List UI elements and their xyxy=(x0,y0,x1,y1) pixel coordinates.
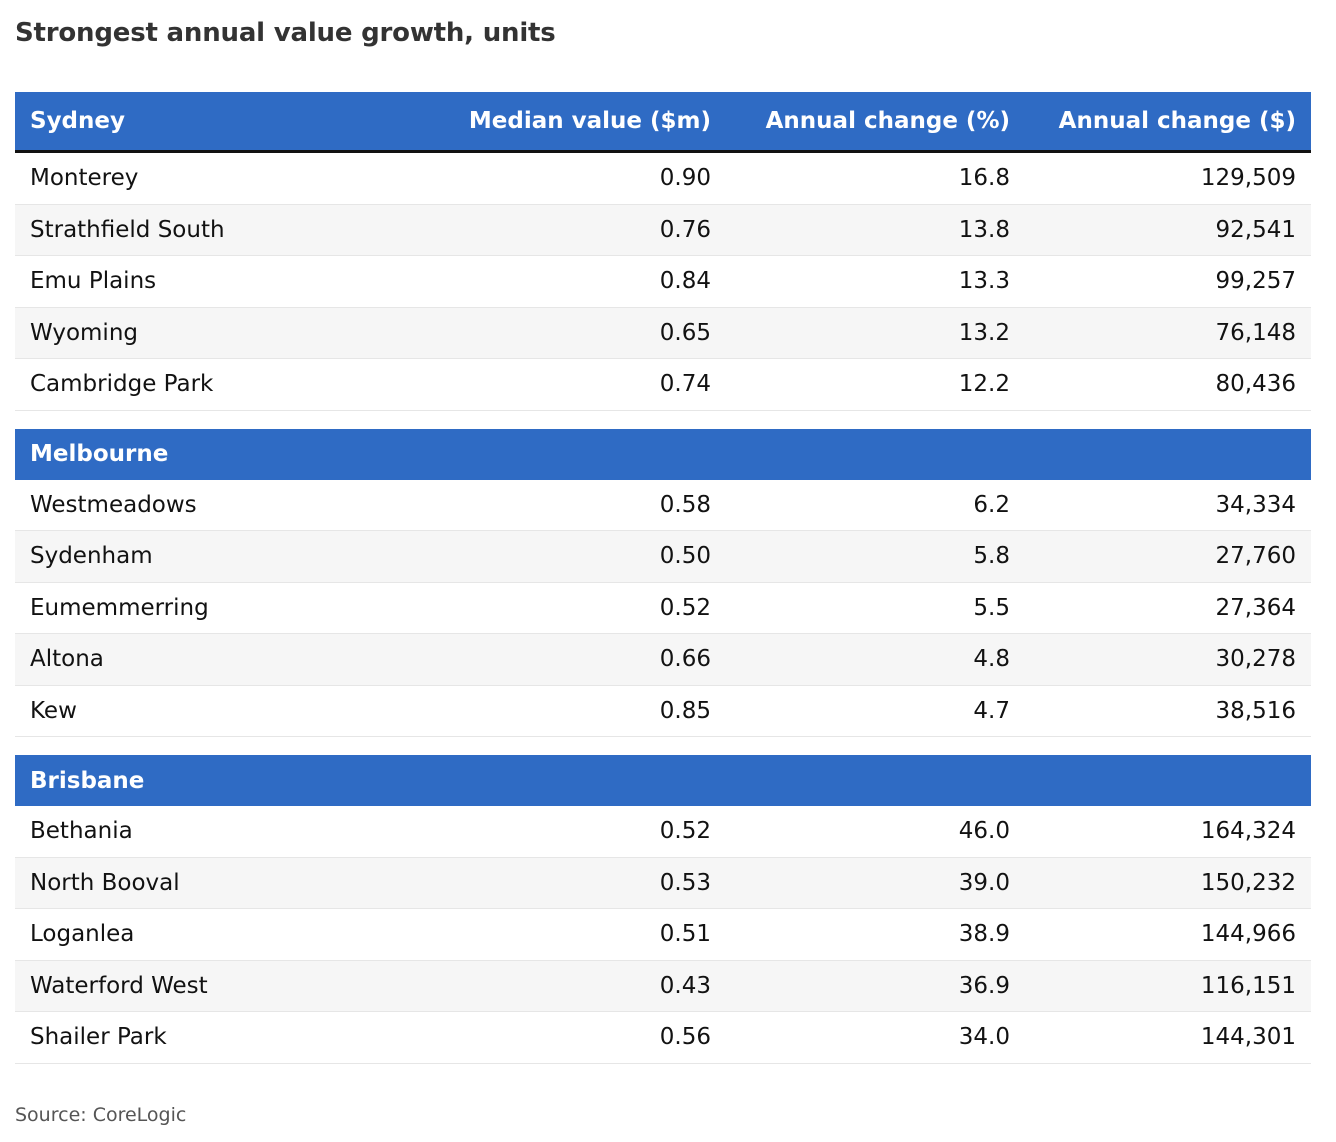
median-value-cell: 0.50 xyxy=(659,543,711,570)
suburb-cell: Strathfield South xyxy=(30,216,225,243)
annual-change-dollars-cell: 150,232 xyxy=(1200,869,1296,896)
suburb-cell: Emu Plains xyxy=(30,268,157,295)
annual-change-dollars-cell: 92,541 xyxy=(1215,216,1296,243)
table-row: Monterey 0.90 16.8 129,509 xyxy=(15,153,1311,205)
section-melbourne: Melbourne xyxy=(15,428,1311,480)
annual-change-pct-cell: 13.2 xyxy=(958,319,1010,346)
suburb-cell: Westmeadows xyxy=(30,491,197,518)
median-value-cell: 0.56 xyxy=(659,1024,711,1051)
suburb-cell: Loganlea xyxy=(30,921,135,948)
suburb-cell: Bethania xyxy=(30,818,133,845)
annual-change-pct-cell: 13.3 xyxy=(958,268,1010,295)
annual-change-pct-cell: 34.0 xyxy=(958,1024,1010,1051)
table-title: Strongest annual value growth, units xyxy=(15,18,556,48)
annual-change-pct-cell: 46.0 xyxy=(958,818,1010,845)
header-median-value: Median value ($m) xyxy=(468,108,711,134)
suburb-cell: Kew xyxy=(30,697,77,724)
suburb-cell: North Booval xyxy=(30,869,180,896)
suburb-cell: Wyoming xyxy=(30,319,138,346)
annual-change-dollars-cell: 144,966 xyxy=(1200,921,1296,948)
annual-change-pct-cell: 39.0 xyxy=(958,869,1010,896)
annual-change-dollars-cell: 34,334 xyxy=(1215,491,1296,518)
annual-change-pct-cell: 13.8 xyxy=(958,216,1010,243)
median-value-cell: 0.90 xyxy=(659,165,711,192)
annual-change-pct-cell: 6.2 xyxy=(973,491,1010,518)
suburb-cell: Waterford West xyxy=(30,972,208,999)
annual-change-pct-cell: 16.8 xyxy=(958,165,1010,192)
table-row: Waterford West 0.43 36.9 116,151 xyxy=(15,960,1311,1012)
median-value-cell: 0.66 xyxy=(659,646,711,673)
table-row: Emu Plains 0.84 13.3 99,257 xyxy=(15,256,1311,308)
table-row: North Booval 0.53 39.0 150,232 xyxy=(15,857,1311,909)
table-row: Eumemmerring 0.52 5.5 27,364 xyxy=(15,582,1311,634)
annual-change-pct-cell: 5.5 xyxy=(973,594,1010,621)
median-value-cell: 0.43 xyxy=(659,972,711,999)
suburb-cell: Altona xyxy=(30,646,104,673)
sydney-rows: Monterey 0.90 16.8 129,509 Strathfield South… xyxy=(15,153,1311,411)
suburb-cell: Cambridge Park xyxy=(30,371,214,398)
suburb-cell: Sydenham xyxy=(30,543,153,570)
melbourne-rows: Westmeadows 0.58 6.2 34,334 Sydenham 0.50 5.8 2… xyxy=(15,479,1311,737)
table-header: Sydney Median value ($m) Annual change (… xyxy=(15,92,1311,153)
table-row: Altona 0.66 4.8 30,278 xyxy=(15,634,1311,686)
annual-change-dollars-cell: 116,151 xyxy=(1200,972,1296,999)
table-row: Cambridge Park 0.74 12.2 80,436 xyxy=(15,359,1311,411)
annual-change-dollars-cell: 27,760 xyxy=(1215,543,1296,570)
table-row: Strathfield South 0.76 13.8 92,541 xyxy=(15,204,1311,256)
median-value-cell: 0.74 xyxy=(659,371,711,398)
table-row: Shailer Park 0.56 34.0 144,301 xyxy=(15,1012,1311,1064)
annual-change-dollars-cell: 76,148 xyxy=(1215,319,1296,346)
annual-change-dollars-cell: 38,516 xyxy=(1215,697,1296,724)
table-row: Bethania 0.52 46.0 164,324 xyxy=(15,806,1311,858)
annual-change-dollars-cell: 144,301 xyxy=(1200,1024,1296,1051)
suburb-cell: Shailer Park xyxy=(30,1024,167,1051)
brisbane-rows: Bethania 0.52 46.0 164,324 North Booval 0.53 3… xyxy=(15,806,1311,1064)
annual-change-pct-cell: 4.8 xyxy=(973,646,1010,673)
table-row: Loganlea 0.51 38.9 144,966 xyxy=(15,909,1311,961)
annual-change-dollars-cell: 129,509 xyxy=(1200,165,1296,192)
annual-change-pct-cell: 38.9 xyxy=(958,921,1010,948)
median-value-cell: 0.65 xyxy=(659,319,711,346)
median-value-cell: 0.51 xyxy=(659,921,711,948)
header-city-sydney: Sydney xyxy=(30,108,125,134)
median-value-cell: 0.52 xyxy=(659,594,711,621)
annual-change-dollars-cell: 99,257 xyxy=(1215,268,1296,295)
median-value-cell: 0.76 xyxy=(659,216,711,243)
table-row: Kew 0.85 4.7 38,516 xyxy=(15,685,1311,737)
header-annual-change-dollars: Annual change ($) xyxy=(1058,108,1296,134)
annual-change-pct-cell: 4.7 xyxy=(973,697,1010,724)
median-value-cell: 0.53 xyxy=(659,869,711,896)
median-value-cell: 0.85 xyxy=(659,697,711,724)
table-row: Wyoming 0.65 13.2 76,148 xyxy=(15,307,1311,359)
annual-change-pct-cell: 36.9 xyxy=(958,972,1010,999)
median-value-cell: 0.58 xyxy=(659,491,711,518)
table-row: Sydenham 0.50 5.8 27,760 xyxy=(15,531,1311,583)
suburb-cell: Monterey xyxy=(30,165,139,192)
annual-change-dollars-cell: 30,278 xyxy=(1215,646,1296,673)
median-value-cell: 0.84 xyxy=(659,268,711,295)
source-note: Source: CoreLogic xyxy=(15,1104,187,1126)
suburb-cell: Eumemmerring xyxy=(30,594,209,621)
header-annual-change-pct: Annual change (%) xyxy=(765,108,1010,134)
annual-change-dollars-cell: 164,324 xyxy=(1200,818,1296,845)
median-value-cell: 0.52 xyxy=(659,818,711,845)
growth-table: Sydney Median value ($m) Annual change (… xyxy=(15,92,1311,1064)
annual-change-dollars-cell: 27,364 xyxy=(1215,594,1296,621)
annual-change-dollars-cell: 80,436 xyxy=(1215,371,1296,398)
annual-change-pct-cell: 12.2 xyxy=(958,371,1010,398)
section-brisbane: Brisbane xyxy=(15,755,1311,806)
table-row: Westmeadows 0.58 6.2 34,334 xyxy=(15,479,1311,531)
annual-change-pct-cell: 5.8 xyxy=(973,543,1010,570)
